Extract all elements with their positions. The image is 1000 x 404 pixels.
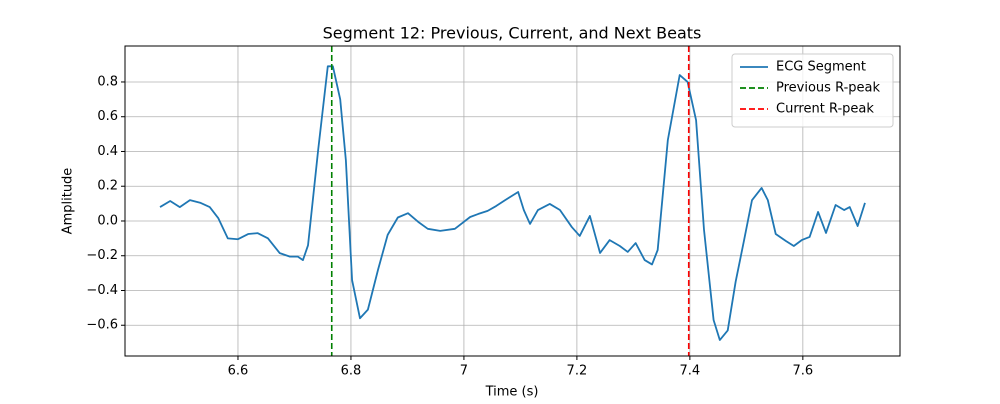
ecg-line xyxy=(159,65,866,341)
legend-label: ECG Segment xyxy=(776,60,866,75)
x-tick-label: 6.6 xyxy=(228,364,249,379)
legend-label: Previous R-peak xyxy=(776,81,880,96)
chart-title: Segment 12: Previous, Current, and Next … xyxy=(323,24,702,43)
x-tick-label: 7.6 xyxy=(792,364,813,379)
x-tick-label: 6.8 xyxy=(341,364,362,379)
legend-box xyxy=(731,53,894,128)
plot-frame xyxy=(124,45,901,357)
y-tick-label: 0.6 xyxy=(97,109,118,124)
y-tick-label: 0.0 xyxy=(97,213,118,228)
y-axis-label: Amplitude xyxy=(61,168,76,235)
y-tick-label: 0.2 xyxy=(97,179,118,194)
x-tick-label: 7 xyxy=(460,364,468,379)
y-tick-label: −0.4 xyxy=(86,283,118,298)
x-axis-label: Time (s) xyxy=(485,385,539,400)
legend-label: Current R-peak xyxy=(776,102,874,117)
y-tick-label: 0.4 xyxy=(97,144,118,159)
y-tick-label: 0.8 xyxy=(97,74,118,89)
x-tick-label: 7.4 xyxy=(680,364,701,379)
x-tick-label: 7.2 xyxy=(567,364,588,379)
y-tick-label: −0.6 xyxy=(86,318,118,333)
y-tick-label: −0.2 xyxy=(86,248,118,263)
